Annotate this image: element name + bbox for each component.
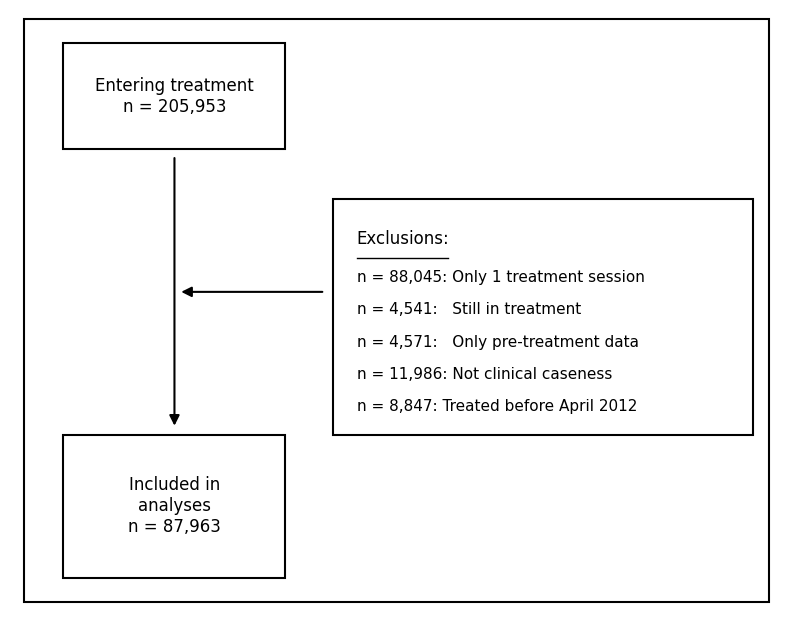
Text: n = 4,571:   Only pre-treatment data: n = 4,571: Only pre-treatment data bbox=[357, 335, 639, 350]
Text: n = 4,541:   Still in treatment: n = 4,541: Still in treatment bbox=[357, 302, 581, 317]
Text: n = 8,847: Treated before April 2012: n = 8,847: Treated before April 2012 bbox=[357, 399, 638, 414]
Text: Entering treatment
n = 205,953: Entering treatment n = 205,953 bbox=[95, 77, 254, 116]
Bar bbox=[63, 435, 285, 578]
Text: n = 11,986: Not clinical caseness: n = 11,986: Not clinical caseness bbox=[357, 367, 612, 382]
Text: Included in
analyses
n = 87,963: Included in analyses n = 87,963 bbox=[128, 476, 221, 536]
Bar bbox=[63, 43, 285, 149]
Bar bbox=[333, 199, 753, 435]
Text: n = 88,045: Only 1 treatment session: n = 88,045: Only 1 treatment session bbox=[357, 270, 645, 285]
Text: Exclusions:: Exclusions: bbox=[357, 230, 450, 248]
